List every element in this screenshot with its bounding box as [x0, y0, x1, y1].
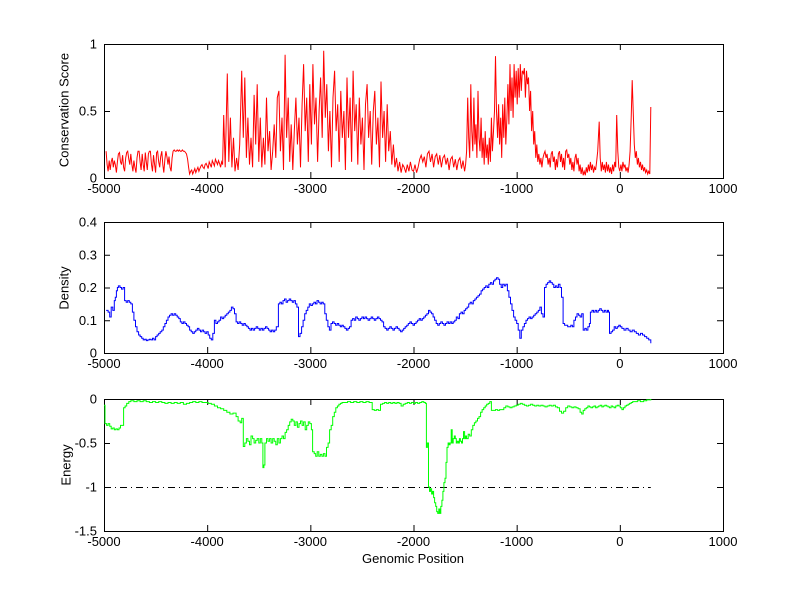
plot-frame: [104, 222, 724, 354]
x-tick-label: 0: [616, 534, 623, 549]
y-tick-label: 0.2: [79, 280, 97, 295]
y-tick-label: -0.5: [75, 436, 97, 451]
x-tick-label: 1000: [709, 356, 738, 371]
y-tick-label: 0: [90, 392, 97, 407]
x-tick-label: -2000: [397, 181, 430, 196]
conservation-score-series: [105, 50, 652, 176]
y-tick-label: -1: [85, 480, 97, 495]
x-tick-label: 1000: [709, 534, 738, 549]
plot-frame: [104, 44, 724, 179]
x-tick-label: -5000: [87, 181, 120, 196]
energy-series: [104, 399, 652, 514]
y-tick-label: 0.4: [79, 215, 97, 230]
density-series: [106, 277, 652, 344]
x-tick-label: -5000: [87, 356, 120, 371]
x-tick-label: -3000: [294, 534, 327, 549]
density-plot: -5000 -4000 -3000 -2000 -1000 0 1000 0 0.1 0.2 0.3…: [79, 215, 738, 372]
y-axis-label-density: Density: [56, 266, 72, 310]
plot-frame: [104, 399, 724, 532]
x-tick-label: -1000: [500, 534, 533, 549]
y-axis-label-energy: Energy: [58, 444, 74, 486]
x-tick-label: -4000: [191, 181, 224, 196]
x-tick-label: -1000: [500, 181, 533, 196]
y-axis-label-conservation-score: Conservation Score: [56, 52, 72, 168]
y-tick-label: -1.5: [75, 524, 97, 539]
x-tick-label: -1000: [500, 356, 533, 371]
x-tick-label: -2000: [397, 534, 430, 549]
y-tick-label: 0.1: [79, 313, 97, 328]
x-tick-label: 0: [616, 356, 623, 371]
x-tick-label: -3000: [294, 356, 327, 371]
x-tick-label: -2000: [397, 356, 430, 371]
y-tick-label: 1: [90, 37, 97, 52]
x-tick-label: 0: [616, 181, 623, 196]
conservation-score-plot: -5000 -4000 -3000 -2000 -1000 0 1000 0 0.5 1: [79, 37, 738, 197]
y-tick-label: 0.5: [79, 104, 97, 119]
x-tick-label: -5000: [87, 534, 120, 549]
x-tick-label: -4000: [191, 356, 224, 371]
y-tick-label: 0: [90, 171, 97, 186]
x-axis-label: Genomic Position: [362, 551, 464, 566]
y-tick-label: 0: [90, 346, 97, 361]
x-tick-label: -4000: [191, 534, 224, 549]
y-tick-label: 0.3: [79, 247, 97, 262]
energy-plot: -5000 -4000 -3000 -2000 -1000 0 1000 -1.5 -1 -0.5…: [75, 392, 738, 550]
x-tick-label: -3000: [294, 181, 327, 196]
x-tick-label: 1000: [709, 181, 738, 196]
